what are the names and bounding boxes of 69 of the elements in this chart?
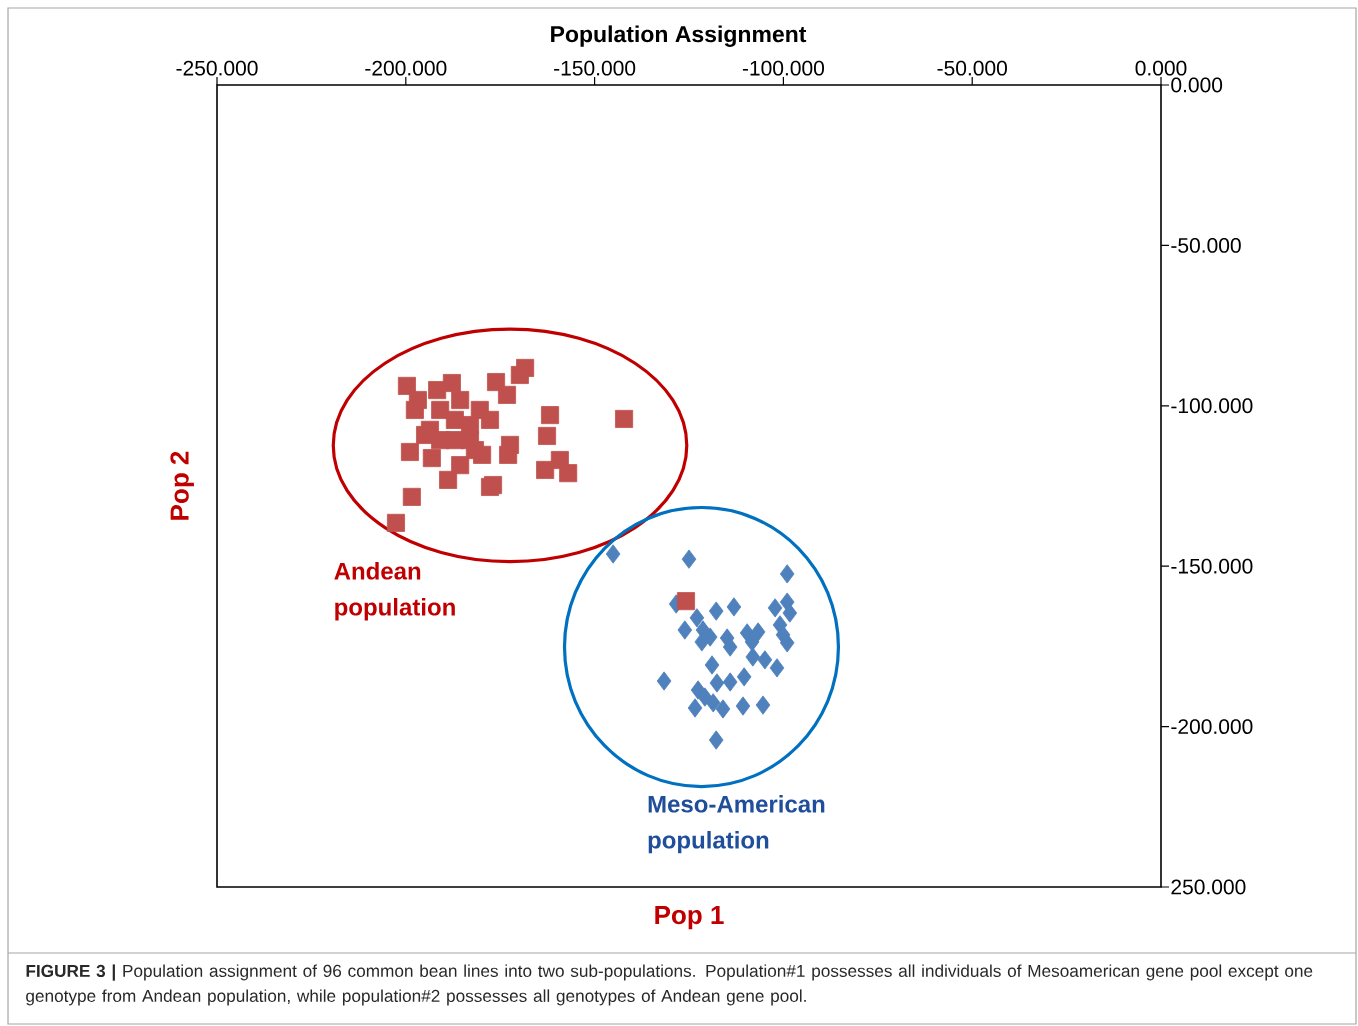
chart-title: Population Assignment: [551, 25, 807, 47]
annotation: Meso-American population: [648, 795, 825, 854]
point: [605, 544, 621, 564]
point: [656, 671, 672, 691]
x-tick-label: 0.000: [1135, 60, 1187, 76]
point: [615, 409, 634, 428]
point: [559, 464, 578, 483]
point: [704, 655, 720, 675]
point: [402, 487, 421, 506]
point: [400, 442, 419, 461]
point: [465, 441, 484, 460]
point: [677, 620, 693, 640]
text: FIGURE 3 | Population assignment of 96 common bean lines into two sub-populations. Population#1 possesses all individuals of Mesoamerican gene pool except one genotype from Andean population, while population#2 possesses all genotypes of Andean gene pool.: [26, 964, 1313, 1006]
point: [722, 672, 738, 692]
point: [442, 374, 461, 393]
point: [744, 632, 760, 652]
point: [782, 603, 798, 623]
point: [779, 564, 795, 584]
point: [735, 696, 751, 716]
point: [501, 435, 520, 454]
point: [708, 601, 724, 621]
point: [708, 730, 724, 750]
point: [709, 673, 725, 693]
point: [779, 633, 795, 653]
point: [386, 513, 405, 532]
point: [722, 637, 738, 657]
x-tick-label: -150.000: [554, 60, 636, 76]
x-tick-label: -250.000: [176, 60, 258, 76]
point: [767, 598, 783, 618]
point: [681, 549, 697, 569]
point: [431, 400, 450, 419]
point: [498, 385, 516, 404]
point: [451, 391, 470, 410]
y-tick-label: -50.000: [1171, 237, 1241, 253]
point: [516, 358, 535, 377]
point: [715, 699, 731, 719]
point: [422, 449, 441, 468]
point: [769, 658, 785, 678]
x-axis-title: Pop 1: [655, 906, 724, 930]
x-tick-label: -50.000: [937, 60, 1007, 76]
point: [726, 597, 742, 617]
y-tick-label: -150.000: [1171, 558, 1253, 574]
y-tick-label: 0.000: [1171, 77, 1223, 93]
point: [745, 647, 761, 667]
x-tick-label: -200.000: [365, 60, 447, 76]
annotation: Andean population: [334, 562, 455, 621]
point: [445, 410, 464, 429]
point: [536, 460, 555, 479]
point: [757, 650, 773, 670]
point: [451, 456, 470, 475]
point: [687, 698, 703, 718]
point: [405, 400, 424, 419]
point: [538, 426, 557, 445]
point: [676, 592, 695, 611]
y-tick-label: 250.000: [1171, 879, 1246, 895]
y-tick-label: -200.000: [1171, 719, 1253, 735]
y-axis-title: Pop 2: [170, 451, 194, 520]
point: [694, 632, 710, 652]
point: [397, 376, 416, 395]
point: [541, 406, 560, 425]
point: [736, 667, 752, 687]
y-tick-label: -100.000: [1171, 398, 1253, 414]
point: [755, 695, 771, 715]
point: [750, 622, 766, 642]
point: [481, 410, 500, 429]
point: [439, 470, 458, 489]
point: [705, 693, 721, 713]
x-tick-label: -100.000: [742, 60, 825, 76]
point: [689, 608, 705, 628]
